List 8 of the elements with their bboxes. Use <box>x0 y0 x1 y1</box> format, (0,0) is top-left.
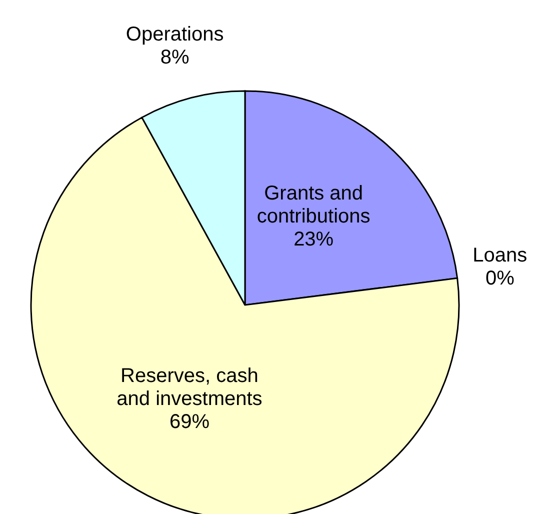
slice-label: Reserves, cash and investments <box>116 365 262 410</box>
data-label: 69% <box>169 411 210 434</box>
text: 0% <box>485 268 514 290</box>
slice-label: Grants and contributions <box>256 182 370 228</box>
data-label: 23% <box>294 228 334 251</box>
data-label: 8% <box>160 46 190 69</box>
slice-label: Operations <box>126 24 224 46</box>
category-label: Loans <box>472 244 528 267</box>
